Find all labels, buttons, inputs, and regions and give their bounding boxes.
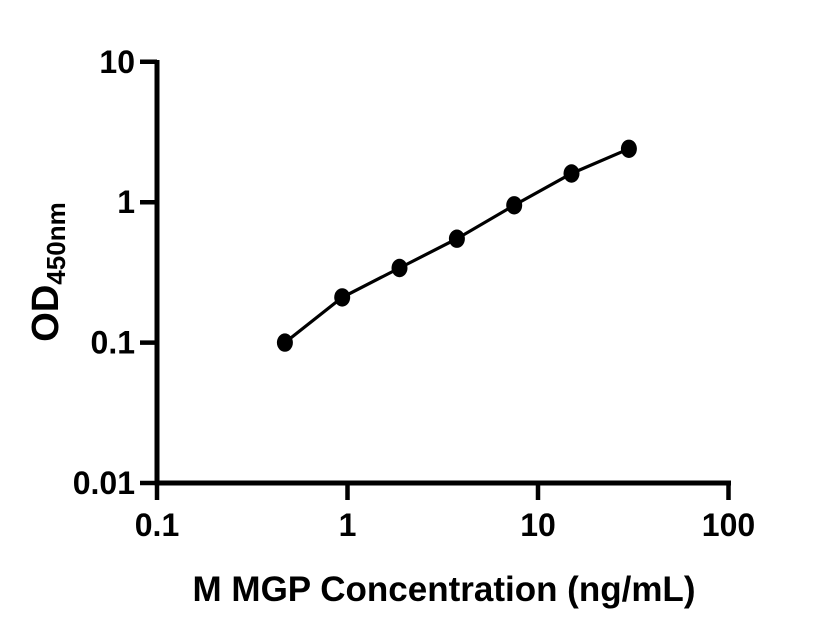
data-point (620, 139, 637, 158)
x-tick-label: 0.1 (135, 507, 179, 543)
y-tick-label: 1 (117, 184, 135, 220)
y-axis-title: OD450nm (25, 202, 71, 341)
x-tick-label: 1 (339, 507, 357, 543)
data-point (448, 229, 465, 248)
y-tick-label: 0.1 (91, 325, 135, 361)
y-axis-title-main: OD (25, 285, 67, 342)
data-point (391, 258, 408, 278)
x-axis-title: M MGP Concentration (ng/mL) (193, 570, 696, 609)
x-tick-label: 10 (520, 507, 556, 543)
y-axis-title-sub: 450nm (41, 202, 71, 284)
y-tick-label: 10 (99, 44, 135, 80)
data-point (563, 164, 580, 183)
x-tick-label: 100 (702, 507, 755, 543)
data-point (506, 196, 523, 215)
data-point (334, 288, 351, 307)
y-tick-label: 0.01 (73, 465, 135, 501)
data-point (276, 333, 293, 352)
axes-spine (154, 60, 731, 486)
